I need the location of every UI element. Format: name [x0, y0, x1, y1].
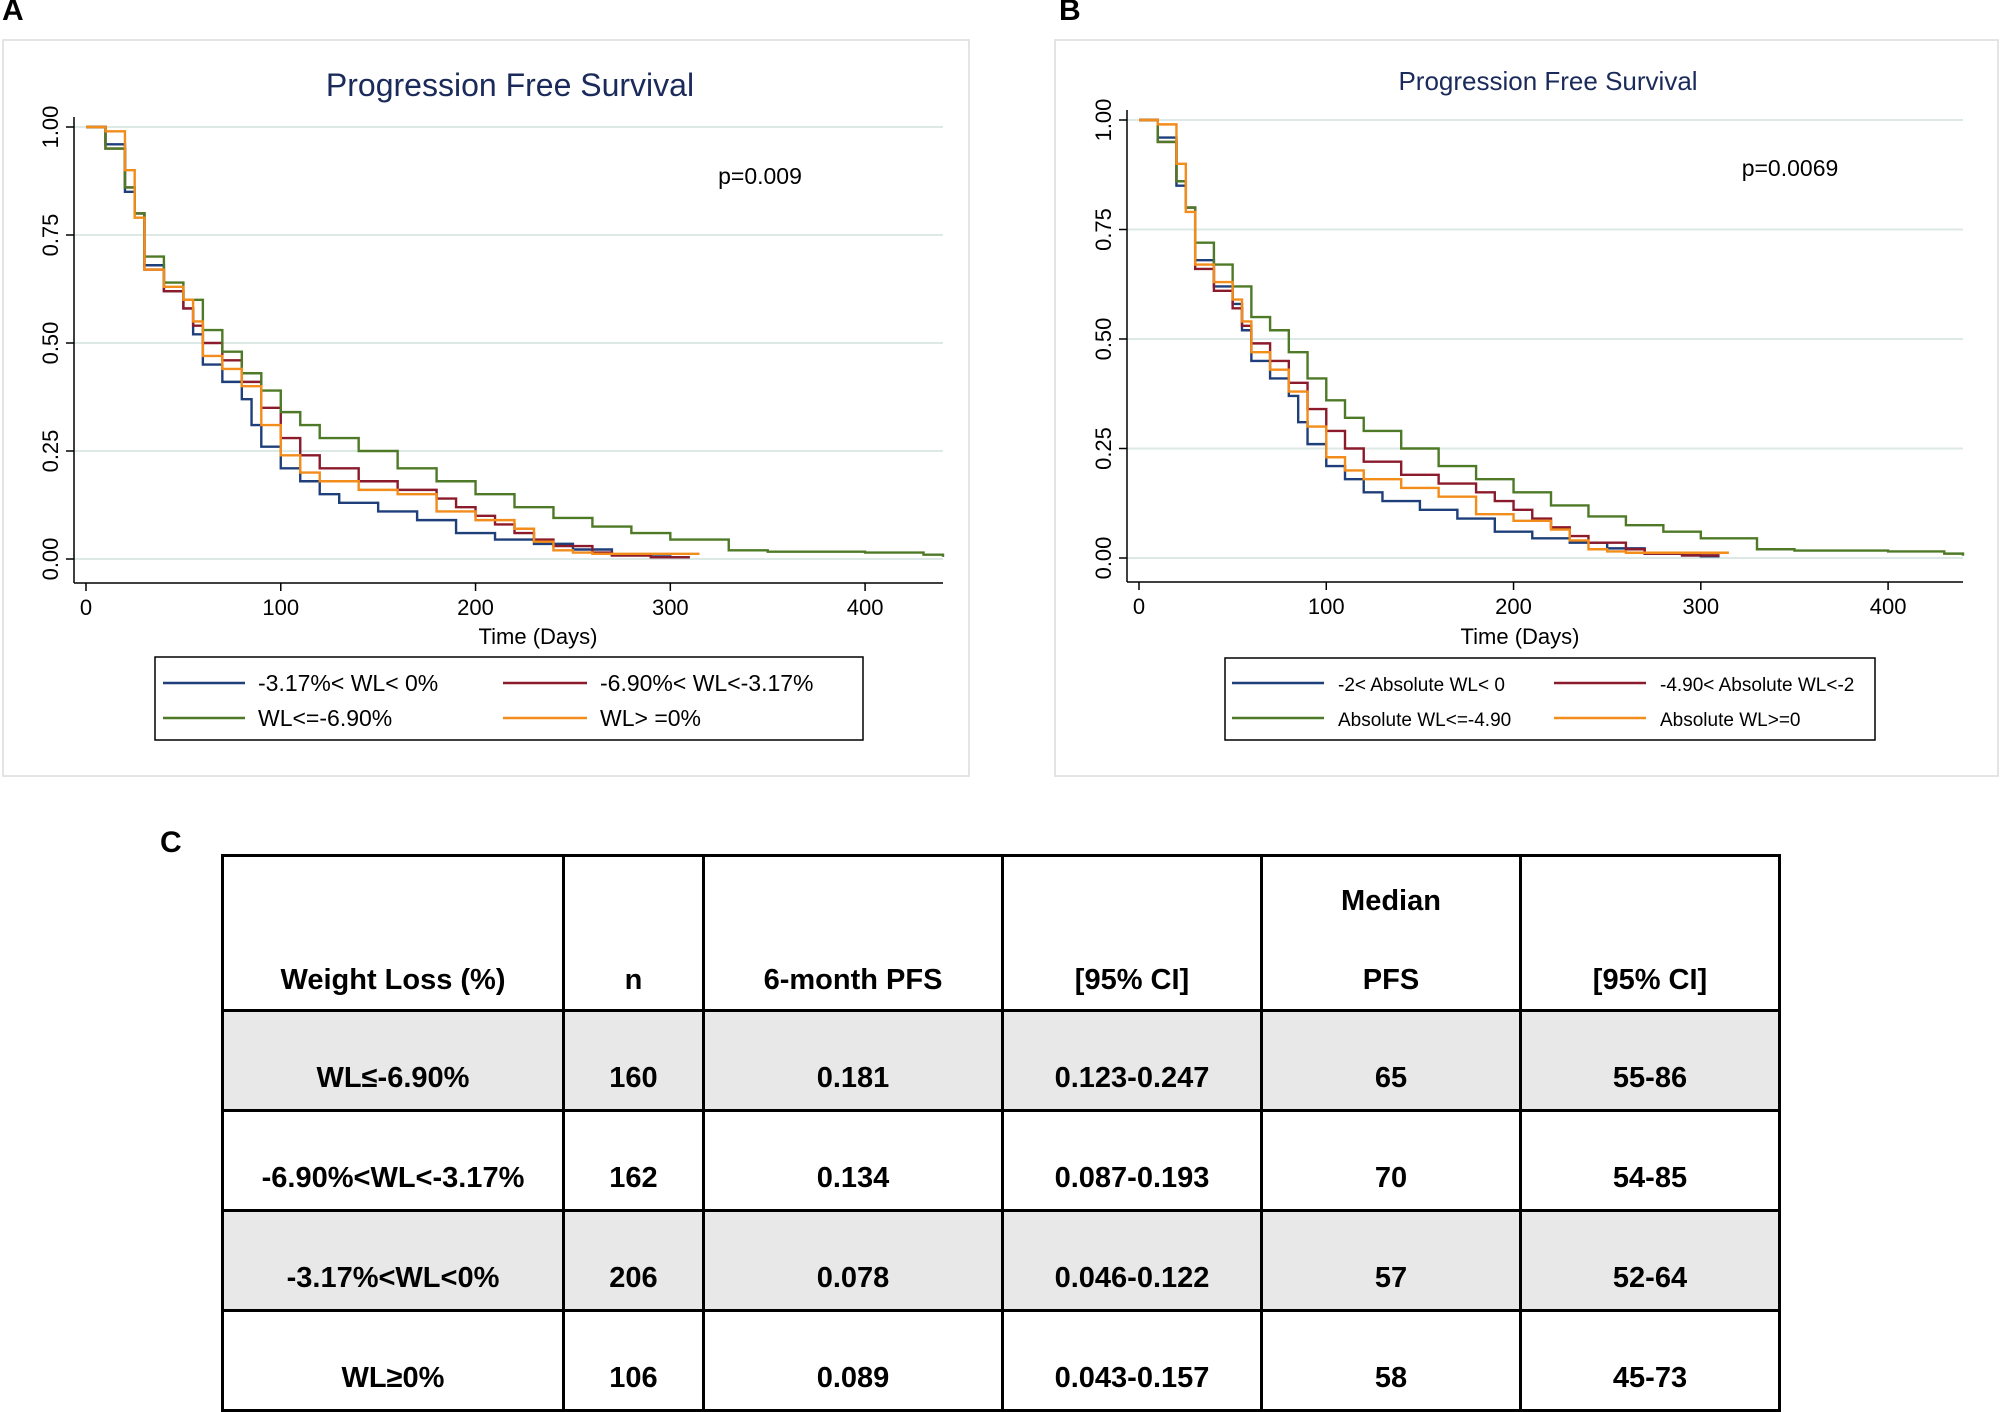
x-axis-label: Time (Days): [1461, 624, 1580, 649]
chart-frame: [1054, 39, 1999, 777]
legend-label: Absolute WL>=0: [1660, 710, 1800, 731]
x-tick-label: 200: [1495, 594, 1532, 619]
p-value-annotation: p=0.009: [718, 163, 802, 189]
legend-label: -6.90%< WL<-3.17%: [600, 670, 814, 696]
legend-label: -3.17%< WL< 0%: [258, 670, 438, 696]
panel-label-b: B: [1059, 0, 1081, 27]
survival-charts: 0.00 0.25 0.50 0.75 1.00 0 100 200 300 400 Progres…: [2, 39, 1999, 777]
x-tick-label: 300: [652, 595, 689, 620]
cell-pfs6: 0.134: [702, 1109, 1004, 1212]
cell-median: 58: [1260, 1309, 1522, 1412]
x-tick-label: 100: [1308, 594, 1345, 619]
cell-pfs6: 0.181: [702, 1009, 1004, 1112]
median-label: Median: [1341, 885, 1441, 917]
table-row: -3.17%<WL<0% 206 0.078 0.046-0.122 57 52…: [221, 1209, 1781, 1312]
legend-label: -4.90< Absolute WL<-2: [1660, 675, 1854, 696]
x-tick-label: 400: [847, 595, 884, 620]
table-row: WL≤-6.90% 160 0.181 0.123-0.247 65 55-86: [221, 1009, 1781, 1112]
x-tick-label: 0: [1133, 594, 1145, 619]
cell-group: -6.90%<WL<-3.17%: [221, 1109, 565, 1212]
table-header-row: Weight Loss (%) n 6-month PFS [95% CI] M…: [221, 854, 1781, 1012]
y-tick-label: 0.00: [1091, 537, 1116, 580]
cell-ci1: 0.087-0.193: [1001, 1109, 1263, 1212]
chart-title: Progression Free Survival: [326, 67, 694, 103]
y-tick-label: 0.50: [38, 322, 63, 365]
legend-box: [1224, 657, 1876, 741]
x-axis-label: Time (Days): [479, 624, 598, 649]
series-line: [86, 125, 700, 556]
cell-ci2: 45-73: [1519, 1309, 1781, 1412]
pfs-table-wrap: Weight Loss (%) n 6-month PFS [95% CI] M…: [221, 854, 1781, 1412]
p-value-annotation: p=0.0069: [1742, 155, 1839, 181]
col-header-ci-pfs6: [95% CI]: [1001, 854, 1263, 1012]
series-line: [1139, 118, 1965, 556]
col-header-ci-median: [95% CI]: [1519, 854, 1781, 1012]
legend-label: WL<=-6.90%: [258, 705, 392, 731]
y-tick-label: 0.00: [38, 538, 63, 581]
cell-median: 65: [1260, 1009, 1522, 1112]
x-tick-label: 300: [1682, 594, 1719, 619]
cell-pfs6: 0.078: [702, 1209, 1004, 1312]
x-tick-label: 100: [262, 595, 299, 620]
cell-ci2: 55-86: [1519, 1009, 1781, 1112]
x-tick-label: 200: [457, 595, 494, 620]
col-header-6month-pfs: 6-month PFS: [702, 854, 1004, 1012]
y-tick-label: 0.75: [1091, 208, 1116, 251]
cell-ci1: 0.123-0.247: [1001, 1009, 1263, 1112]
y-tick-label: 1.00: [1091, 99, 1116, 142]
chart-b: 0.00 0.25 0.50 0.75 1.00 0 100 200 300 400 Progres…: [1054, 39, 1999, 777]
legend-box: [154, 656, 864, 741]
cell-group: -3.17%<WL<0%: [221, 1209, 565, 1312]
chart-frame: [2, 39, 970, 777]
col-header-n: n: [562, 854, 705, 1012]
cell-n: 206: [562, 1209, 705, 1312]
series-line: [1139, 118, 1729, 554]
y-tick-label: 0.25: [38, 430, 63, 473]
panel-label-c: C: [160, 826, 182, 859]
cell-pfs6: 0.089: [702, 1309, 1004, 1412]
y-tick-label: 1.00: [38, 106, 63, 149]
x-tick-label: 400: [1870, 594, 1907, 619]
series-line: [86, 125, 945, 557]
cell-n: 160: [562, 1009, 705, 1112]
median-pfs-label: PFS: [1362, 964, 1420, 996]
pfs-summary-table: Weight Loss (%) n 6-month PFS [95% CI] M…: [221, 854, 1781, 1412]
y-tick-label: 0.75: [38, 214, 63, 257]
cell-n: 162: [562, 1109, 705, 1212]
legend-label: WL> =0%: [600, 705, 701, 731]
cell-ci1: 0.046-0.122: [1001, 1209, 1263, 1312]
cell-median: 57: [1260, 1209, 1522, 1312]
cell-n: 106: [562, 1309, 705, 1412]
table-row: WL≥0% 106 0.089 0.043-0.157 58 45-73: [221, 1309, 1781, 1412]
col-header-weight-loss: Weight Loss (%): [221, 854, 565, 1012]
legend-label: Absolute WL<=-4.90: [1338, 710, 1511, 731]
table-row: -6.90%<WL<-3.17% 162 0.134 0.087-0.193 7…: [221, 1109, 1781, 1212]
cell-ci2: 52-64: [1519, 1209, 1781, 1312]
chart-a: 0.00 0.25 0.50 0.75 1.00 0 100 200 300 400 Progres…: [2, 39, 970, 777]
cell-ci2: 54-85: [1519, 1109, 1781, 1212]
cell-median: 70: [1260, 1109, 1522, 1212]
y-tick-label: 0.50: [1091, 318, 1116, 361]
x-tick-label: 0: [80, 595, 92, 620]
chart-title: Progression Free Survival: [1398, 66, 1697, 96]
panel-label-a: A: [2, 0, 24, 27]
col-header-median-pfs: Median PFS: [1260, 854, 1522, 1012]
cell-group: WL≥0%: [221, 1309, 565, 1412]
legend-label: -2< Absolute WL< 0: [1338, 675, 1505, 696]
cell-ci1: 0.043-0.157: [1001, 1309, 1263, 1412]
cell-group: WL≤-6.90%: [221, 1009, 565, 1112]
y-tick-label: 0.25: [1091, 427, 1116, 470]
